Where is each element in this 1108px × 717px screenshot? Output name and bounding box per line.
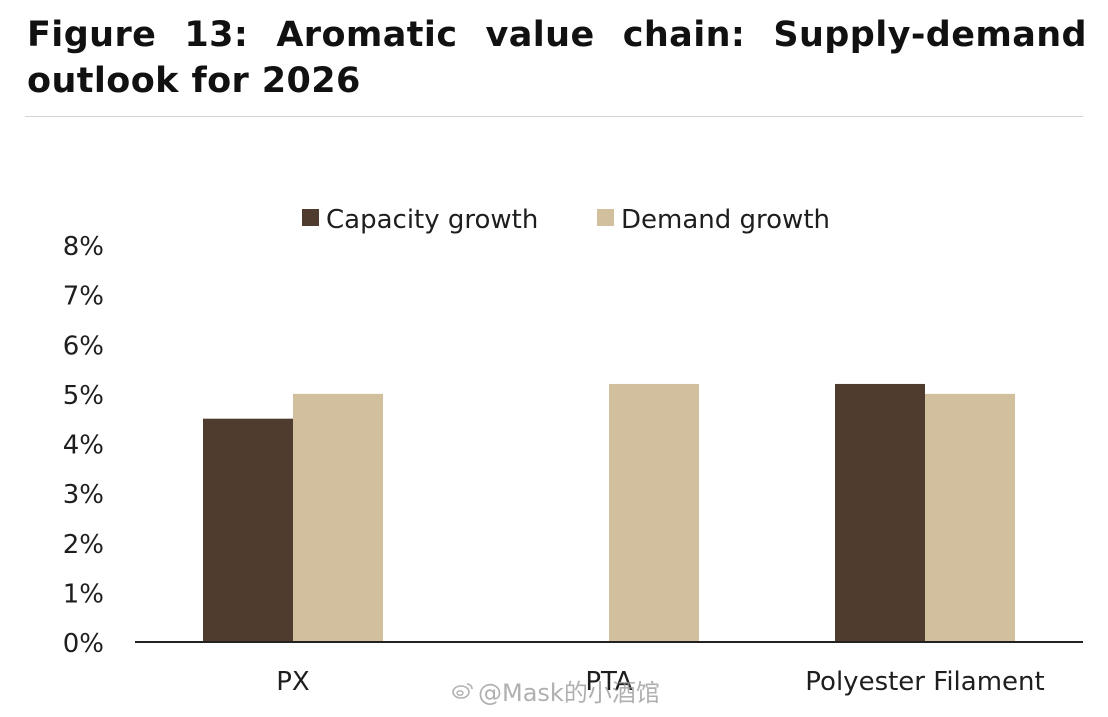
bar-capacity-growth-polyester-filament [835, 383, 925, 642]
figure-title: Figure 13: Aromatic value chain: Supply-… [27, 15, 1087, 101]
y-tick-label: 0% [63, 629, 104, 659]
y-tick-label: 3% [63, 480, 104, 510]
legend-label: Capacity growth [326, 205, 538, 235]
legend-swatch [302, 209, 319, 226]
title-divider [25, 116, 1083, 117]
y-tick-label: 7% [63, 282, 104, 312]
legend-swatch [597, 209, 614, 226]
y-axis: 0% 1% 2% 3% 4% 5% 6% 7% 8% [63, 232, 104, 659]
bar-demand-growth-pta [609, 383, 699, 642]
bars-group [203, 383, 1015, 642]
x-tick-label: PTA [585, 667, 633, 697]
y-tick-label: 1% [63, 579, 104, 609]
x-tick-label: Polyester Filament [805, 667, 1044, 697]
bar-demand-growth-px [293, 393, 383, 642]
legend-label: Demand growth [621, 205, 830, 235]
x-tick-label: PX [276, 667, 310, 697]
bar-capacity-growth-px [203, 418, 293, 642]
chart-legend: Capacity growth Demand growth [302, 205, 830, 235]
y-tick-label: 8% [63, 232, 104, 262]
y-tick-label: 4% [63, 431, 104, 461]
x-axis: PX PTA Polyester Filament [135, 641, 1083, 697]
bar-demand-growth-polyester-filament [925, 393, 1015, 642]
y-tick-label: 5% [63, 381, 104, 411]
y-tick-label: 2% [63, 530, 104, 560]
y-tick-label: 6% [63, 331, 104, 361]
